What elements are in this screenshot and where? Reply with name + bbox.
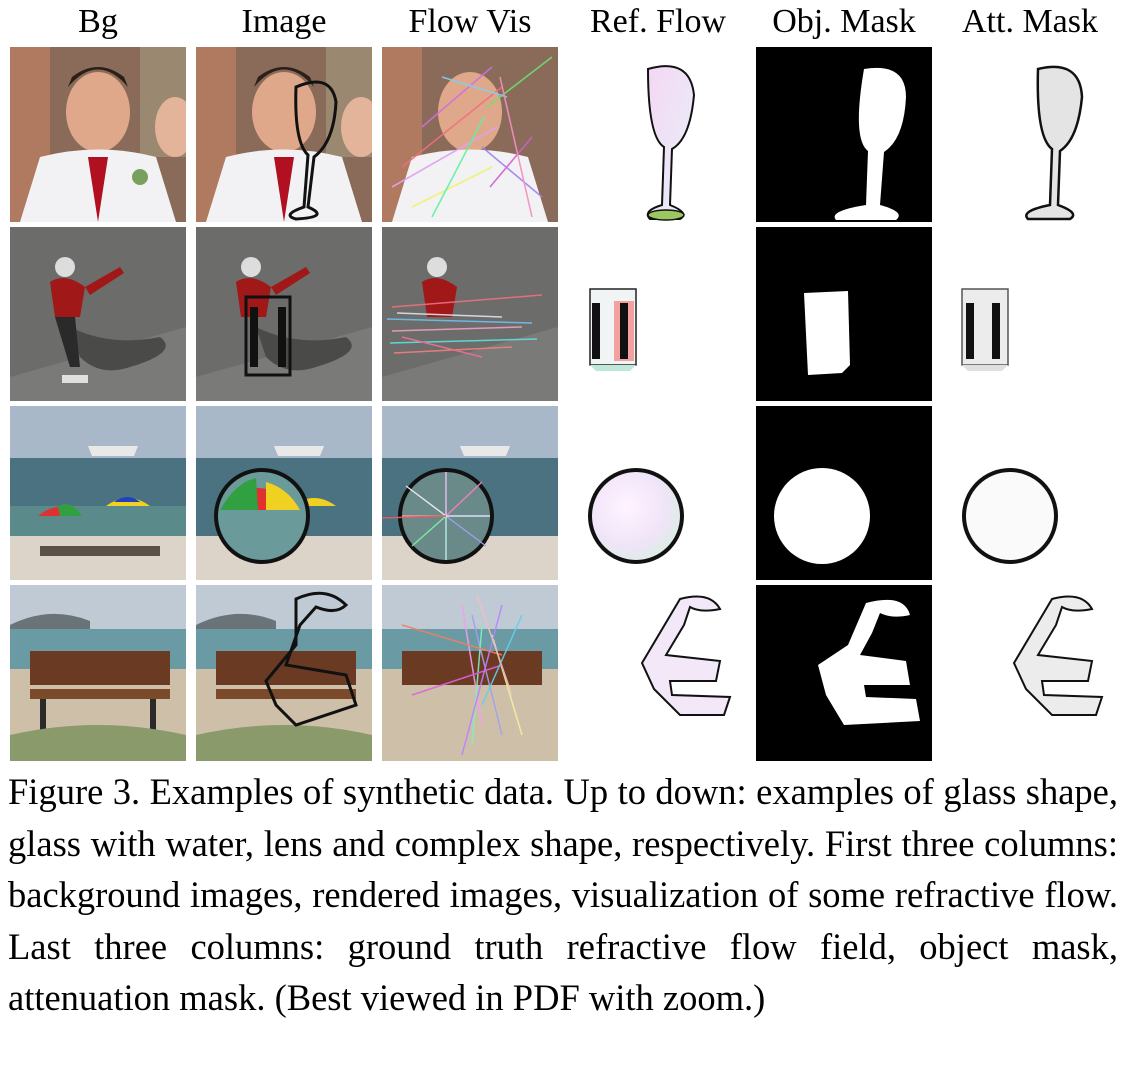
row-glass-ref-flow (570, 47, 746, 222)
column-title-att-mask: Att. Mask (962, 3, 1098, 40)
row-lens-obj-mask (756, 406, 932, 580)
row-glass-att-mask (942, 47, 1118, 222)
row-complex-obj-mask (756, 585, 932, 761)
figure-caption-text: Examples of synthetic data. Up to down: … (8, 771, 1118, 1018)
row-water-rendered-image (196, 227, 372, 401)
column-title-ref-flow: Ref. Flow (590, 3, 726, 40)
row-complex-rendered-image (196, 585, 372, 761)
row-lens-ref-flow (570, 406, 746, 580)
row-glass-obj-mask (756, 47, 932, 222)
row-lens-flow-vis (382, 406, 558, 580)
column-title-bg: Bg (78, 3, 118, 40)
row-water-obj-mask (756, 227, 932, 401)
row-glass-flow-vis (382, 47, 558, 222)
figure-caption: Figure 3. Examples of synthetic data. Up… (8, 766, 1118, 1024)
column-title-flow-vis: Flow Vis (408, 3, 532, 40)
row-complex-flow-vis (382, 585, 558, 761)
figure-label: Figure 3. (8, 771, 141, 812)
row-lens-rendered-image (196, 406, 372, 580)
row-water-att-mask (942, 227, 1118, 401)
row-water-ref-flow (570, 227, 746, 401)
row-lens-bg-image (10, 406, 186, 580)
column-title-obj-mask: Obj. Mask (772, 3, 916, 40)
row-water-bg-image (10, 227, 186, 401)
row-complex-att-mask (942, 585, 1118, 761)
row-lens-att-mask (942, 406, 1118, 580)
row-water-flow-vis (382, 227, 558, 401)
column-title-image: Image (241, 3, 327, 40)
row-complex-ref-flow (570, 585, 746, 761)
row-glass-bg-image (10, 47, 186, 222)
row-glass-rendered-image (196, 47, 372, 222)
row-complex-bg-image (10, 585, 186, 761)
